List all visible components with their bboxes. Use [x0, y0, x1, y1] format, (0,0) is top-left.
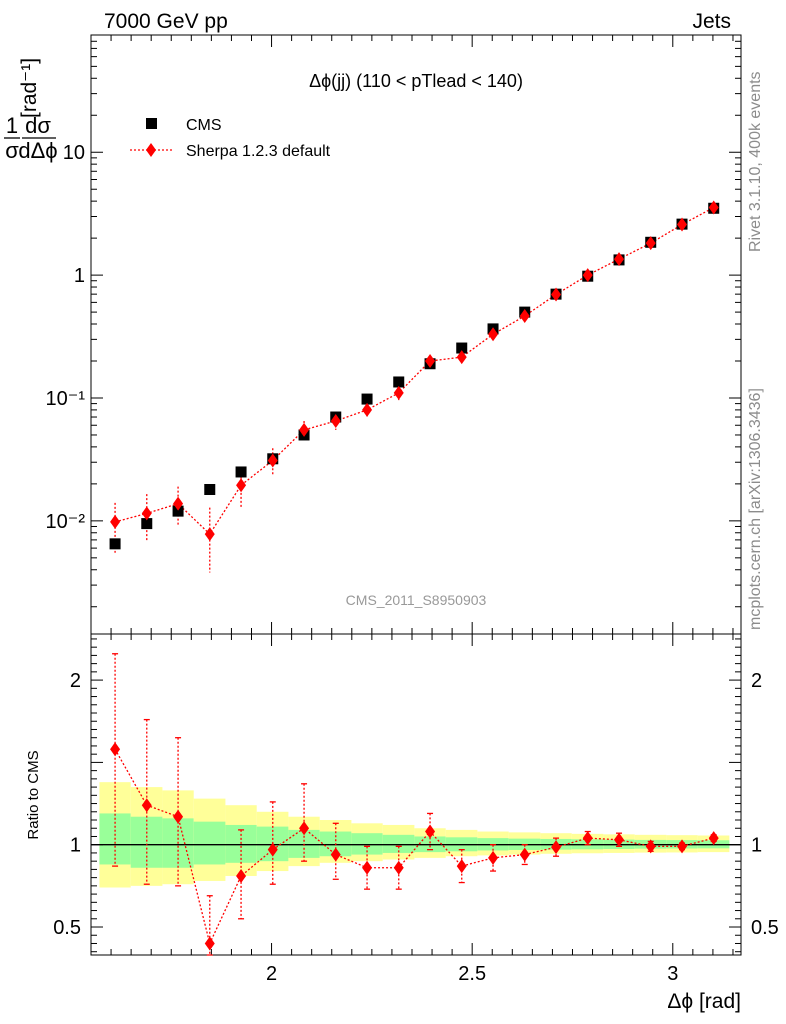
ratio-sherpa-point — [645, 839, 656, 854]
cms-point — [393, 376, 405, 388]
band-1sigma-bin — [351, 833, 383, 855]
x-tick-label: 3 — [667, 963, 678, 985]
legend-marker-cms — [146, 118, 157, 129]
ratio-y-tick-label-right: 0.5 — [751, 917, 779, 939]
y-label-ddphi: dΔϕ — [18, 138, 57, 163]
ratio-sherpa-point — [110, 742, 121, 757]
ratio-sherpa-line — [114, 748, 714, 946]
sherpa-point — [488, 327, 499, 342]
cms-point — [456, 342, 468, 354]
ratio-sherpa-point — [267, 842, 278, 857]
sherpa-point — [708, 200, 719, 215]
ratio-axis-ticks — [90, 634, 741, 955]
main-y-tick-label: 1 — [74, 265, 85, 287]
cms-point — [172, 505, 184, 517]
mcplots-label: mcplots.cern.ch [arXiv:1306.3436] — [747, 388, 764, 630]
ratio-sherpa-point — [173, 809, 184, 824]
x-tick-label: 2.5 — [458, 963, 486, 985]
ratio-y-tick-label: 0.5 — [53, 917, 81, 939]
main-axis-ticks — [90, 34, 741, 634]
sherpa-point — [645, 236, 656, 251]
ratio-y-tick-label: 2 — [70, 670, 81, 692]
ratio-sherpa-point — [582, 831, 593, 846]
ratio-y-label: Ratio to CMS — [25, 750, 42, 839]
ratio-sherpa-point — [141, 798, 152, 813]
x-axis-label: Δϕ [rad] — [667, 990, 741, 1013]
sherpa-point — [141, 506, 152, 521]
ratio-sherpa-point — [236, 868, 247, 883]
ratio-sherpa-point — [362, 860, 373, 875]
main-y-tick-label: 10 — [63, 142, 85, 164]
x-tick-label: 2 — [266, 963, 277, 985]
ratio-sherpa-point — [708, 831, 719, 846]
header-left: 7000 GeV pp — [104, 10, 228, 33]
cms-point — [204, 483, 216, 495]
main-y-tick-label: 10⁻² — [46, 511, 86, 533]
band-1sigma-bin — [193, 821, 226, 865]
sherpa-point — [330, 413, 341, 428]
sherpa-point — [677, 217, 688, 232]
cms-point — [361, 393, 373, 405]
sherpa-point — [614, 252, 625, 267]
sherpa-point — [204, 527, 215, 542]
sherpa-point — [267, 453, 278, 468]
ratio-sherpa-point — [488, 850, 499, 865]
sherpa-point — [173, 496, 184, 511]
sherpa-point — [519, 308, 530, 323]
sherpa-point — [299, 422, 310, 437]
ratio-sherpa-point — [551, 840, 562, 855]
plot-title: Δϕ(jj) (110 < pTlead < 140) — [309, 71, 523, 91]
legend: CMS Sherpa 1.2.3 default — [130, 117, 331, 160]
ratio-sherpa-point — [204, 936, 215, 951]
ratio-sherpa-point — [299, 821, 310, 836]
sherpa-point — [110, 514, 121, 529]
y-label-unit: [rad⁻¹] — [18, 58, 41, 118]
ratio-sherpa-point — [677, 839, 688, 854]
y-label-one: 1 — [6, 113, 18, 138]
cms-point — [141, 518, 153, 530]
legend-label-sherpa: Sherpa 1.2.3 default — [186, 143, 331, 160]
ratio-y-tick-label: 1 — [70, 835, 81, 857]
band-1sigma-bin — [382, 834, 415, 853]
header-right: Jets — [692, 10, 731, 33]
cms-point — [235, 466, 247, 478]
ratio-plot-frame — [90, 633, 742, 956]
tick-labels: 10⁻² 10⁻¹ 1 10 0.5 0.5 1 1 2 2 2 2.5 3 — [46, 142, 779, 985]
rivet-label: Rivet 3.1.10, 400k events — [747, 71, 764, 252]
ratio-sherpa-point — [456, 859, 467, 874]
ratio-sherpa-point — [393, 860, 404, 875]
y-label-sigma: σ — [5, 138, 19, 163]
ratio-data-marks — [110, 653, 719, 956]
legend-label-cms: CMS — [186, 117, 222, 134]
sherpa-point — [456, 350, 467, 365]
ratio-bands — [99, 782, 730, 888]
sherpa-point — [393, 385, 404, 400]
cms-point — [109, 538, 121, 550]
sherpa-point — [425, 354, 436, 369]
ratio-sherpa-point — [519, 847, 530, 862]
ratio-y-tick-label-right: 1 — [751, 835, 762, 857]
analysis-label: CMS_2011_S8950903 — [346, 592, 487, 608]
legend-marker-sherpa — [146, 143, 156, 157]
y-label-dsigma: dσ — [25, 113, 51, 138]
ratio-sherpa-point — [330, 847, 341, 862]
sherpa-point — [582, 268, 593, 283]
main-y-axis-label: 1 σ dσ dΔϕ [rad⁻¹] — [4, 58, 58, 163]
sherpa-point — [236, 478, 247, 493]
ratio-sherpa-point — [425, 824, 436, 839]
sherpa-point — [551, 287, 562, 302]
ratio-y-tick-label-right: 2 — [751, 670, 762, 692]
sherpa-line — [114, 206, 715, 536]
ratio-sherpa-point — [614, 832, 625, 847]
main-data-marks — [109, 200, 720, 573]
main-y-tick-label: 10⁻¹ — [46, 388, 86, 410]
sherpa-point — [362, 402, 373, 417]
